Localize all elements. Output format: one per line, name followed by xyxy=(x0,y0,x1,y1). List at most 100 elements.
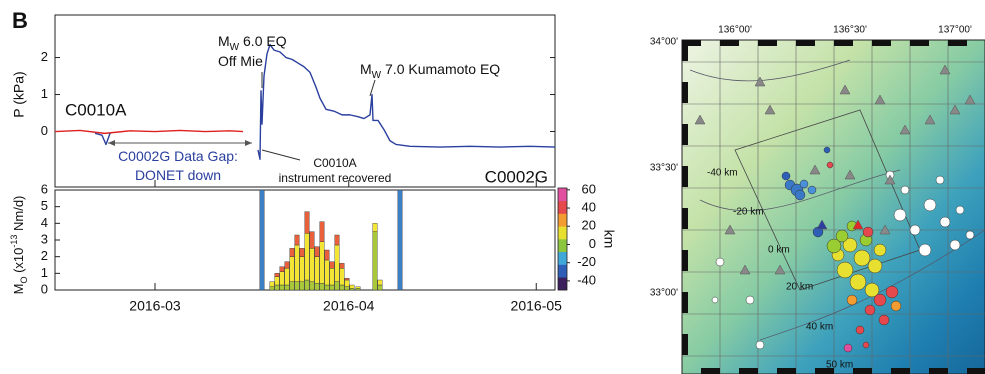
figure: B 012P (kPa)C0010AC0002GMW 6.0 EQOff Mie… xyxy=(0,0,985,374)
map-scale-bar xyxy=(777,368,796,374)
map-scale-bar xyxy=(682,124,688,145)
map-scale-bar xyxy=(682,292,688,313)
bar-segment xyxy=(275,273,279,276)
y-axis-label: MO (x10-13 Nm/d) xyxy=(9,196,29,295)
map-scale-bar xyxy=(682,40,688,61)
bar-segment xyxy=(275,277,279,285)
map-scale-bar xyxy=(720,40,739,46)
bar-segment xyxy=(320,283,324,290)
y-tick-label: 3 xyxy=(41,231,48,246)
y-tick-label: 0 xyxy=(41,123,48,138)
map-event xyxy=(863,227,873,237)
bar-segment xyxy=(290,257,294,282)
y-axis-label-sup: -13 xyxy=(9,235,19,248)
bar-segment xyxy=(280,267,284,272)
bar-segment xyxy=(310,232,314,249)
y-tick-label: 5 xyxy=(41,198,48,213)
map-event xyxy=(901,186,909,194)
map-depth-label: 40 km xyxy=(806,322,833,333)
bar-segment xyxy=(325,285,329,290)
annotation-text: C0010A xyxy=(313,156,356,170)
bar-segment xyxy=(315,247,319,257)
bar-segment xyxy=(398,190,402,290)
map-background xyxy=(682,40,985,374)
map-scale-bar xyxy=(796,40,815,46)
bar-segment xyxy=(378,280,382,285)
bar-segment xyxy=(300,257,304,282)
map-event xyxy=(782,172,790,180)
leader-line xyxy=(262,150,300,160)
map-scale-bar xyxy=(701,368,720,374)
map-event xyxy=(827,239,841,253)
bar-segment xyxy=(345,278,349,280)
bar-segment xyxy=(300,282,304,290)
map-event xyxy=(879,315,889,325)
bar-segment xyxy=(270,282,274,287)
colorbar-tick-label: 0 xyxy=(589,236,596,251)
map-event xyxy=(868,259,882,273)
series-line xyxy=(55,130,243,133)
map-event xyxy=(827,162,833,168)
colorbar-tick-label: 40 xyxy=(582,199,596,214)
map-longitude-label: 137°00' xyxy=(938,25,972,36)
map-depth-label: 20 km xyxy=(786,282,813,293)
map-scale-bar xyxy=(682,250,688,271)
bar-segment xyxy=(285,268,289,285)
map-scale-bar xyxy=(967,368,985,374)
bar-segment xyxy=(335,245,339,282)
map-scale-bar xyxy=(682,208,688,229)
bar-segment xyxy=(340,285,344,290)
bar-segment xyxy=(320,222,324,242)
colorbar-tick-label: 60 xyxy=(582,181,596,196)
map-event xyxy=(919,244,931,256)
map-longitude-label: 136°30' xyxy=(833,25,867,36)
annotation: MW 7.0 Kumamoto EQ xyxy=(360,61,500,81)
map-event xyxy=(824,147,830,153)
y-tick-label: 1 xyxy=(41,265,48,280)
map-event xyxy=(874,294,886,306)
bar-segment xyxy=(340,268,344,285)
bar-segment xyxy=(335,235,339,245)
bar-segment xyxy=(315,257,319,284)
map-scale-bar xyxy=(834,40,853,46)
annotation-text: instrument recovered xyxy=(279,171,392,185)
map-event xyxy=(910,225,920,235)
bar-segment xyxy=(320,242,324,284)
bar-segment xyxy=(285,262,289,269)
annotation: Off Mie xyxy=(218,53,263,69)
map-scale-bar xyxy=(948,40,967,46)
annotation-text: 7.0 Kumamoto EQ xyxy=(381,61,500,77)
bar-segment xyxy=(280,272,284,285)
series-label: C0010A xyxy=(65,100,127,119)
map-event xyxy=(847,295,857,305)
y-tick-label: 2 xyxy=(41,49,48,64)
bar-segment xyxy=(310,282,314,290)
x-tick-label: 2016-05 xyxy=(511,298,563,314)
bar-segment xyxy=(315,283,319,290)
map-scale-bar xyxy=(682,334,688,355)
bar-segment xyxy=(345,287,349,290)
map-longitude-label: 136°00' xyxy=(718,25,752,36)
series-label: C0002G xyxy=(485,167,548,186)
map-event xyxy=(936,176,944,184)
bar-segment xyxy=(295,235,299,245)
colorbar-tick-label: -40 xyxy=(577,272,596,287)
y-tick-label: 1 xyxy=(41,86,48,101)
annotation: DONET down xyxy=(135,167,221,183)
colorbar-tick-label: -20 xyxy=(577,254,596,269)
map-event xyxy=(966,231,974,239)
map-scale-bar xyxy=(739,368,758,374)
map-event xyxy=(863,342,869,348)
bar-segment xyxy=(373,223,377,231)
bar-segment xyxy=(270,287,274,290)
bar-segment xyxy=(300,248,304,256)
bar-segment xyxy=(280,285,284,290)
bar-segment xyxy=(330,268,334,285)
colorbar-segment xyxy=(558,188,567,201)
y-axis-label-part: (x10 xyxy=(11,248,26,277)
bar-segment xyxy=(330,285,334,290)
annotation-text: DONET down xyxy=(135,167,221,183)
bar-segment xyxy=(325,250,329,260)
annotation-text: Off Mie xyxy=(218,53,263,69)
bar-segment xyxy=(345,280,349,287)
